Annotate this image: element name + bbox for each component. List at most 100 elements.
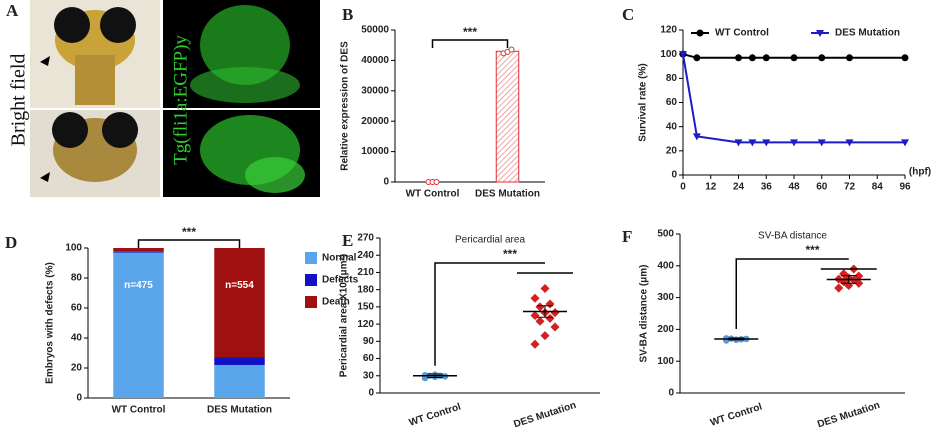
y-tick-label: 20 — [666, 145, 678, 156]
y-tick-label: 40 — [71, 333, 83, 344]
legend-swatch — [305, 252, 317, 264]
series-line — [682, 54, 905, 144]
data-point — [508, 46, 515, 53]
y-tick-label: 270 — [357, 233, 374, 244]
data-point — [540, 331, 550, 341]
significance-bracket — [431, 39, 509, 48]
marker — [901, 54, 909, 62]
y-tick-label: 80 — [666, 73, 678, 84]
y-tick-label: 100 — [660, 49, 677, 60]
x-tick-label: WT Control — [709, 402, 764, 429]
legend-label: WT Control — [715, 28, 769, 39]
bar-segment — [113, 252, 164, 398]
y-tick-label: 100 — [65, 243, 82, 254]
data-point — [535, 302, 545, 312]
marker — [845, 139, 854, 147]
panel-letter: C — [622, 5, 634, 24]
marker — [790, 139, 798, 147]
x-tick-label: 48 — [788, 182, 800, 193]
x-tick-label: 72 — [844, 182, 856, 193]
y-tick-label: 40 — [666, 121, 678, 132]
y-tick-label: 0 — [671, 170, 677, 181]
x-tick-label: 60 — [816, 182, 828, 193]
x-tick-label: DES Mutation — [475, 189, 540, 200]
significance-bracket — [137, 239, 241, 248]
bar-label: n=554 — [225, 280, 254, 291]
marker — [679, 51, 687, 59]
y-tick-label: 0 — [368, 388, 374, 399]
data-point — [540, 283, 550, 294]
y-tick-label: 100 — [657, 356, 674, 367]
panel-letter: F — [622, 227, 632, 246]
legend-marker — [816, 30, 824, 37]
data-point — [545, 299, 555, 309]
y-tick-label: 60 — [363, 353, 375, 364]
marker — [748, 139, 757, 147]
y-tick-label: 0 — [383, 177, 389, 188]
y-tick-label: 60 — [666, 97, 678, 108]
marker — [901, 139, 909, 147]
marker — [693, 54, 701, 62]
y-tick-label: 120 — [357, 319, 374, 330]
x-tick-label: WT Control — [408, 402, 463, 429]
x-tick-label: WT Control — [406, 189, 460, 200]
y-tick-label: 60 — [71, 303, 83, 314]
bar-segment — [214, 365, 265, 398]
panel-letter: B — [342, 5, 353, 24]
panel-letter: E — [342, 231, 353, 250]
y-tick-label: 20000 — [361, 116, 389, 127]
data-point — [433, 179, 440, 185]
y-tick-label: 0 — [668, 388, 674, 399]
y-axis-label: Pericardial area X10³(μm²) — [339, 254, 350, 377]
y-axis-label: Survival rate (%) — [638, 63, 649, 141]
significance-bracket — [434, 262, 545, 366]
error-bar — [427, 373, 443, 378]
bar — [495, 50, 520, 183]
data-point — [545, 313, 555, 323]
y-tick-label: 80 — [71, 273, 83, 284]
y-tick-label: 10000 — [361, 146, 389, 157]
x-tick-label: 0 — [680, 182, 686, 193]
y-tick-label: 200 — [657, 324, 674, 335]
y-tick-label: 150 — [357, 302, 374, 313]
x-tick-label: DES Mutation — [816, 400, 881, 431]
y-tick-label: 30000 — [361, 85, 389, 96]
legend-label: DES Mutation — [835, 28, 900, 39]
annotation: *** — [805, 243, 819, 257]
panel-letter: D — [5, 233, 17, 252]
x-tick-label: WT Control — [112, 405, 166, 416]
marker — [818, 54, 826, 62]
y-tick-label: 210 — [357, 267, 374, 278]
bright-field-label: Bright field — [8, 54, 30, 147]
y-tick-label: 400 — [657, 260, 674, 271]
data-point — [530, 339, 540, 349]
significance-bracket — [735, 258, 849, 329]
y-tick-label: 500 — [657, 229, 674, 240]
y-axis-label: Relative expression of DES — [340, 41, 351, 171]
legend-marker — [696, 29, 704, 37]
y-tick-label: 120 — [660, 25, 677, 36]
marker — [734, 139, 743, 147]
marker — [790, 54, 798, 62]
marker — [846, 54, 853, 62]
legend-swatch — [305, 274, 317, 286]
data-point — [550, 322, 560, 332]
x-tick-label: DES Mutation — [512, 400, 577, 431]
marker — [735, 54, 742, 62]
y-tick-label: 240 — [357, 250, 374, 261]
legend-label: Defects — [322, 275, 359, 286]
bar-segment — [113, 248, 164, 252]
panel-a-images — [30, 0, 320, 197]
y-tick-label: 0 — [76, 393, 82, 404]
data-point — [530, 293, 540, 303]
legend-label: Death — [322, 297, 350, 308]
bar-segment — [214, 248, 265, 358]
bar-label: n=475 — [124, 280, 153, 291]
marker — [762, 54, 770, 62]
chart-title: SV-BA distance — [758, 231, 827, 242]
y-tick-label: 20 — [71, 363, 83, 374]
x-tick-label: DES Mutation — [207, 405, 272, 416]
fluorescence-label: Tg(fli1a:EGFP)y — [170, 35, 191, 165]
x-axis-label: (hpf) — [909, 167, 931, 178]
